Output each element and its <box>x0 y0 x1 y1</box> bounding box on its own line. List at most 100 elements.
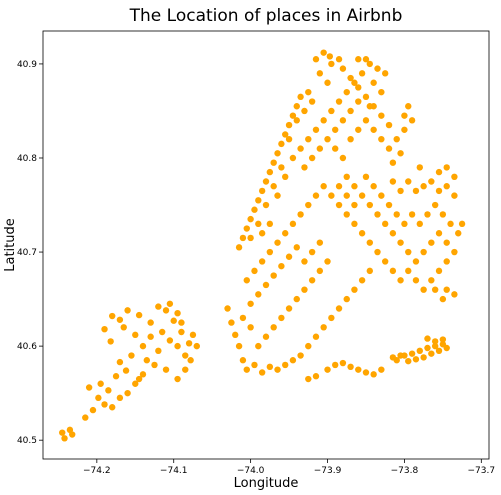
data-point <box>128 352 135 359</box>
data-point <box>370 79 377 86</box>
data-point <box>366 60 374 68</box>
data-point <box>381 70 389 77</box>
data-point <box>335 201 343 209</box>
y-axis: 40.5 40.6 40.7 40.8 40.9 <box>17 60 43 446</box>
data-point <box>262 201 270 209</box>
data-point <box>343 211 350 218</box>
data-point <box>324 366 331 373</box>
data-point <box>308 248 316 256</box>
data-point <box>247 300 254 307</box>
data-point <box>328 192 335 199</box>
data-point <box>301 258 308 265</box>
data-point <box>408 211 416 218</box>
data-point <box>328 314 335 322</box>
data-point <box>270 324 277 331</box>
data-point <box>293 103 300 110</box>
data-point <box>420 286 427 293</box>
data-point <box>420 354 427 361</box>
data-point <box>355 98 362 105</box>
y-tick-label: 40.5 <box>17 436 37 446</box>
data-point <box>278 314 285 322</box>
data-point <box>374 65 381 72</box>
data-point <box>285 135 293 143</box>
data-point <box>439 295 447 303</box>
data-point <box>326 53 334 60</box>
data-point <box>262 333 270 340</box>
data-point <box>347 74 354 82</box>
data-point <box>389 267 397 275</box>
data-point <box>381 220 389 228</box>
data-point <box>324 258 331 265</box>
chart-title: The Location of places in Airbnb <box>129 6 403 26</box>
data-point <box>343 88 350 96</box>
data-point <box>435 168 443 176</box>
data-point <box>109 404 116 411</box>
data-point <box>378 88 385 96</box>
data-point <box>293 244 300 251</box>
data-point <box>343 295 350 303</box>
data-point <box>385 145 393 152</box>
data-point <box>439 336 447 343</box>
data-point <box>443 344 450 352</box>
data-point <box>424 211 431 218</box>
data-point <box>316 70 324 77</box>
data-point <box>285 305 293 312</box>
data-point <box>274 192 281 199</box>
data-point <box>89 406 97 414</box>
data-point <box>416 220 423 228</box>
data-point <box>235 342 243 350</box>
data-point <box>116 358 124 366</box>
data-point <box>243 225 250 232</box>
data-point <box>258 369 266 376</box>
data-point <box>431 338 439 345</box>
data-point <box>412 356 420 363</box>
data-point <box>351 220 358 228</box>
data-point <box>366 267 374 275</box>
data-point <box>370 371 377 378</box>
data-point <box>155 303 162 310</box>
data-point <box>316 145 324 152</box>
data-point <box>412 187 420 195</box>
data-point <box>328 60 335 68</box>
data-point <box>385 121 393 129</box>
data-point <box>274 366 281 373</box>
data-point <box>301 286 308 293</box>
data-point <box>301 164 308 171</box>
data-point <box>405 357 412 365</box>
data-point <box>458 220 466 228</box>
data-point <box>358 230 366 237</box>
data-point <box>251 361 258 369</box>
data-point <box>239 314 247 322</box>
data-point <box>389 178 397 185</box>
data-point <box>262 178 270 185</box>
y-tick-label: 40.8 <box>17 154 37 164</box>
data-point <box>170 317 177 324</box>
data-point <box>362 56 370 63</box>
data-point <box>405 267 412 275</box>
data-point <box>270 272 277 279</box>
data-point <box>266 363 274 371</box>
data-point <box>305 201 312 209</box>
data-point <box>397 150 404 157</box>
data-point <box>297 93 304 101</box>
data-point <box>305 375 312 383</box>
data-point <box>147 319 154 326</box>
data-point <box>343 173 350 180</box>
data-point <box>239 234 247 242</box>
data-point <box>378 135 385 143</box>
data-point <box>247 234 254 242</box>
data-point <box>274 239 281 246</box>
data-point <box>366 201 374 209</box>
data-point <box>255 197 262 204</box>
data-point <box>120 324 127 331</box>
data-point <box>178 319 185 326</box>
data-point <box>455 230 462 237</box>
data-point <box>151 361 158 369</box>
data-point <box>166 300 174 307</box>
data-point <box>182 352 189 359</box>
data-point <box>408 350 416 357</box>
data-point <box>135 375 143 383</box>
y-tick-label: 40.7 <box>17 248 37 258</box>
data-point <box>247 324 254 331</box>
data-point <box>335 98 343 105</box>
